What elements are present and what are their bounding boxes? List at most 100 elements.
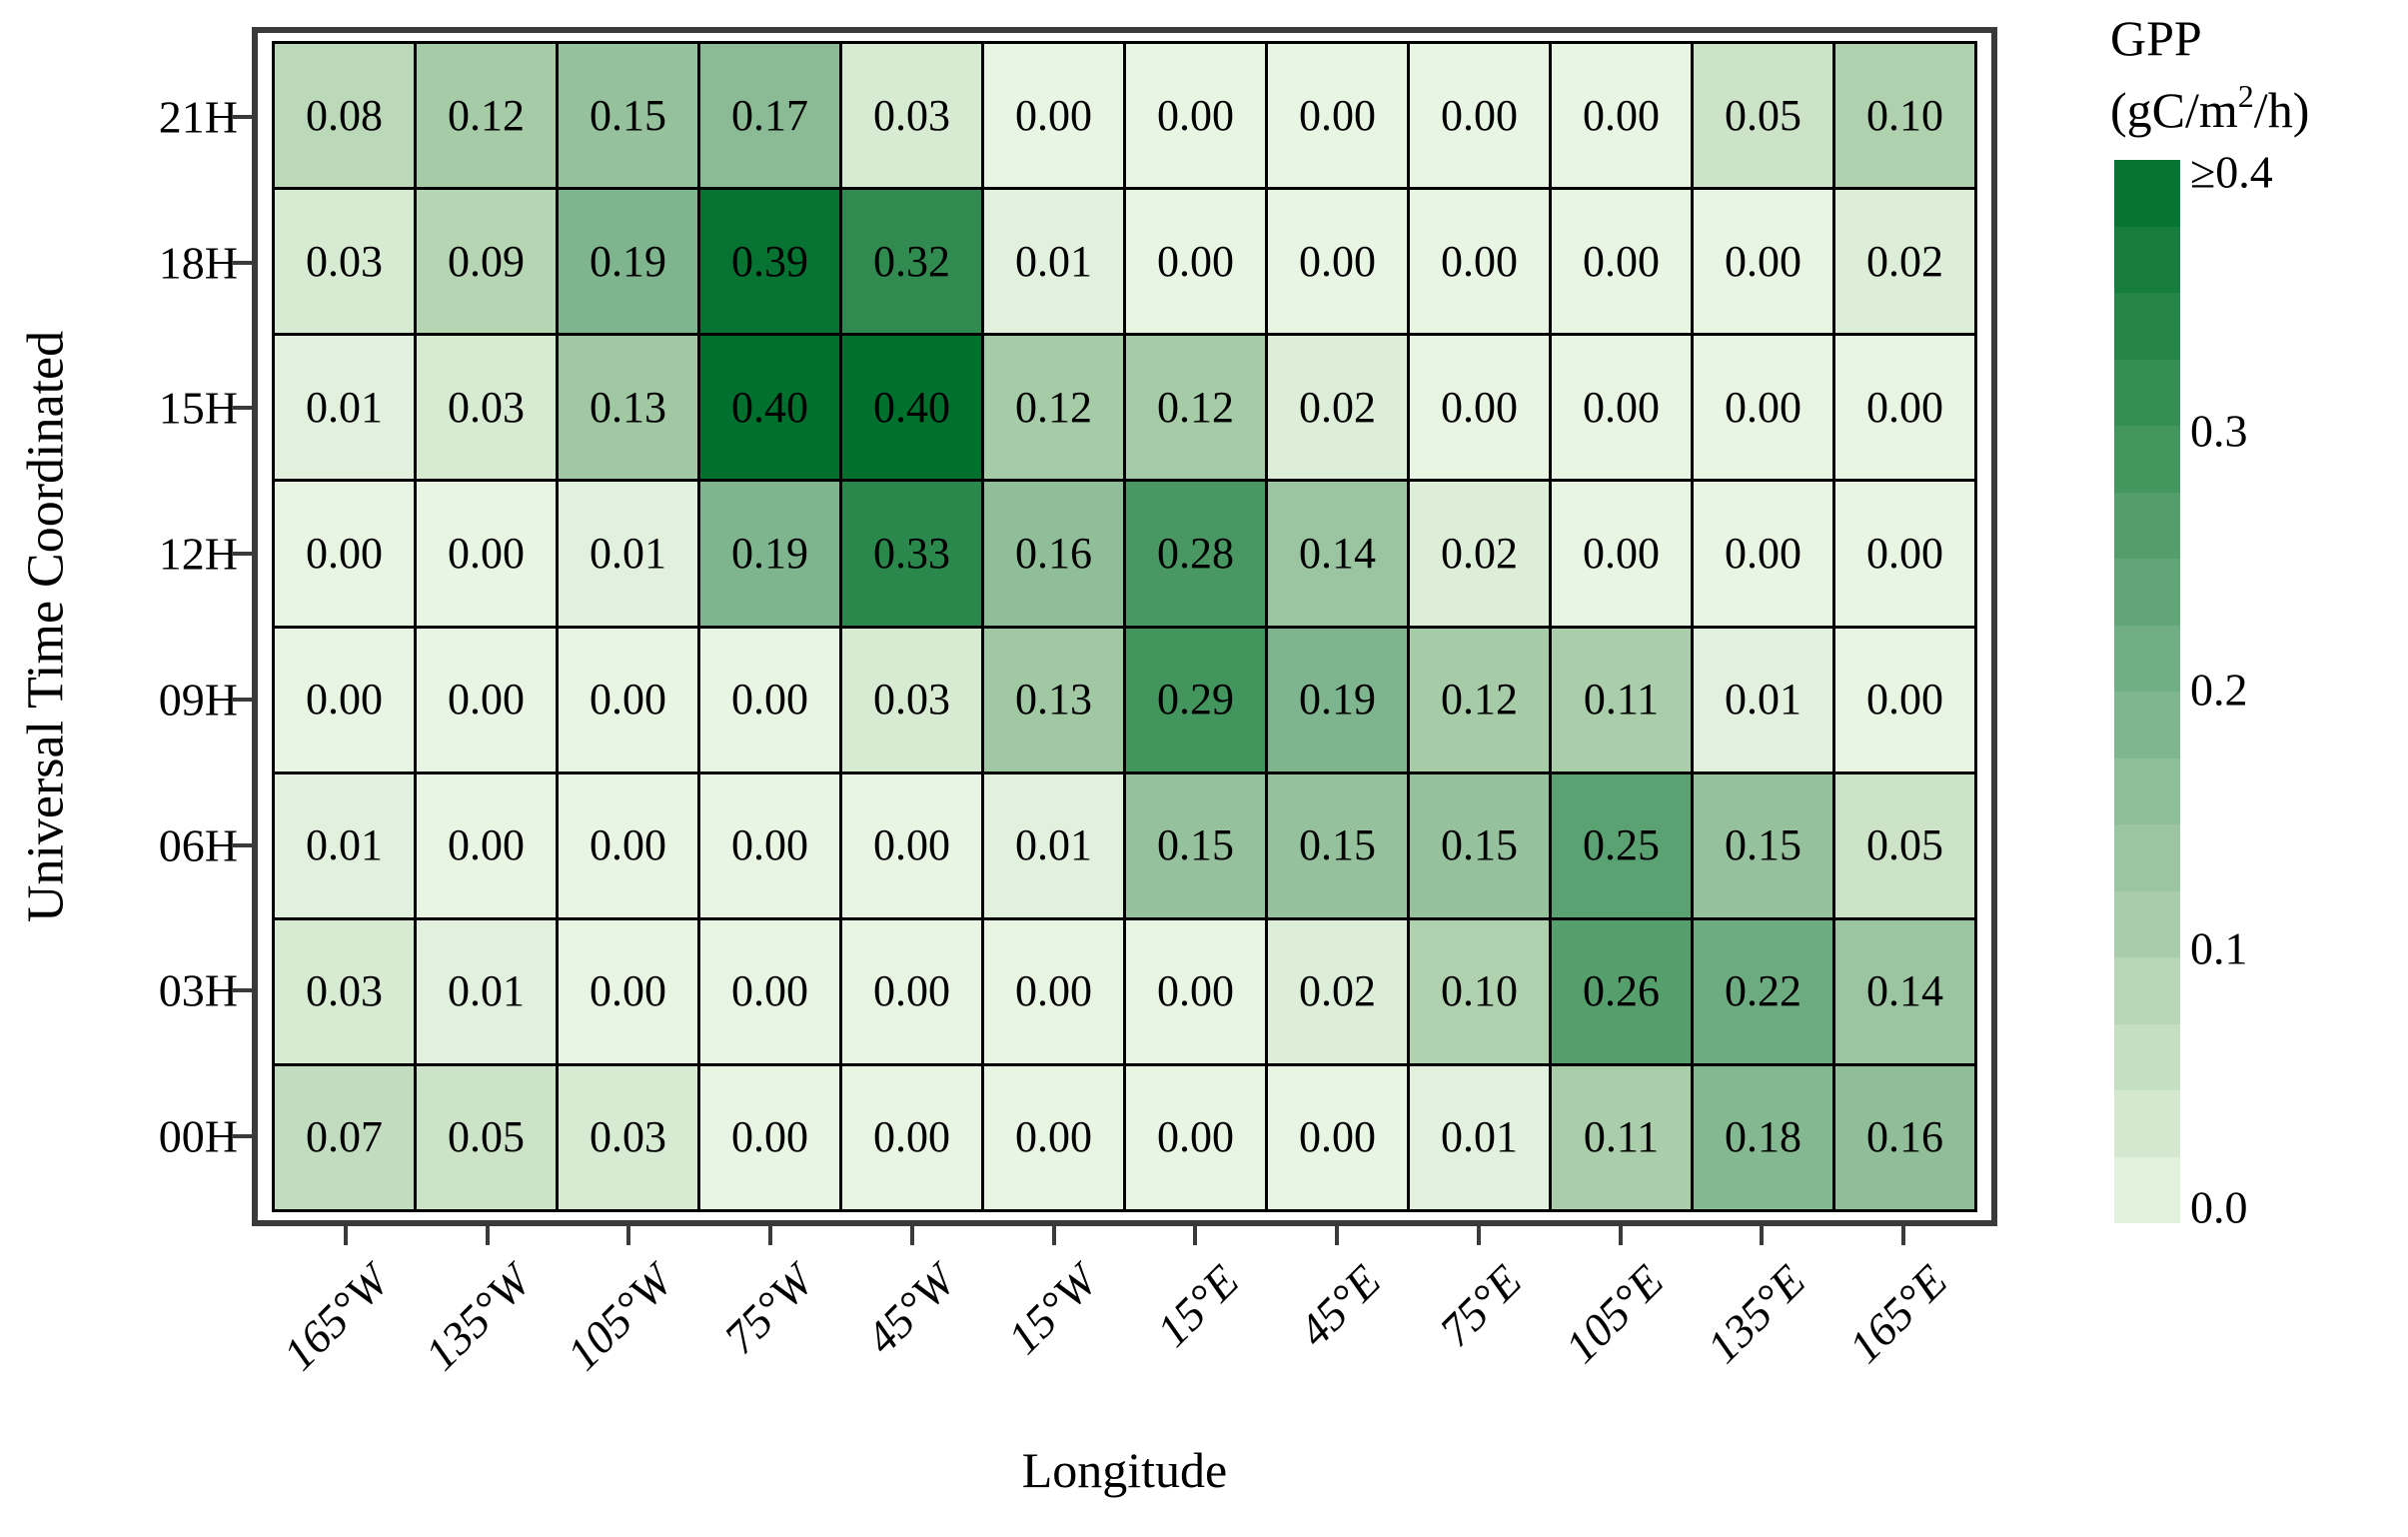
heatmap-cell: 0.22 <box>1694 919 1832 1063</box>
heatmap-cell: 0.01 <box>984 773 1123 917</box>
x-tick-label: 45°E <box>1288 1254 1390 1357</box>
heatmap-cell: 0.00 <box>1552 190 1691 334</box>
heatmap-cell: 0.10 <box>1835 44 1974 188</box>
heatmap-cell: 0.00 <box>1552 336 1691 480</box>
heatmap-cell: 0.15 <box>1268 773 1407 917</box>
heatmap-cell: 0.05 <box>417 1065 556 1209</box>
heatmap-grid: 0.08 0.12 0.15 0.17 0.03 0.00 0.00 0.00 0.00 0.00… <box>272 41 1977 1212</box>
x-tick-label: 135°E <box>1697 1254 1815 1373</box>
x-axis-tick <box>1335 1226 1340 1245</box>
heatmap-cell: 0.03 <box>559 1065 697 1209</box>
x-tick-label: 105°W <box>557 1254 682 1380</box>
heatmap-cell: 0.15 <box>1126 773 1265 917</box>
x-axis-tick <box>485 1226 490 1245</box>
heatmap-cell: 0.01 <box>417 919 556 1063</box>
heatmap-cell: 0.00 <box>700 628 839 771</box>
y-tick-label: 18H <box>158 237 238 289</box>
heatmap-cell: 0.02 <box>1410 482 1549 626</box>
colorbar-step <box>2114 160 2180 227</box>
colorbar <box>2114 160 2180 1223</box>
heatmap-cell: 0.03 <box>842 628 981 771</box>
heatmap-cell: 0.13 <box>559 336 697 480</box>
colorbar-step <box>2114 492 2180 559</box>
heatmap-cell: 0.00 <box>559 919 697 1063</box>
heatmap-cell: 0.02 <box>1835 190 1974 334</box>
heatmap-cell: 0.00 <box>1126 190 1265 334</box>
heatmap-cell: 0.16 <box>1835 1065 1974 1209</box>
heatmap-cell: 0.00 <box>1268 44 1407 188</box>
colorbar-tick-label: 0.0 <box>2190 1181 2248 1233</box>
x-tick-label: 75°W <box>714 1254 823 1364</box>
heatmap-cell: 0.00 <box>1694 336 1832 480</box>
heatmap-cell: 0.28 <box>1126 482 1265 626</box>
heatmap-cell: 0.26 <box>1552 919 1691 1063</box>
colorbar-unit-superscript: 2 <box>2237 78 2254 114</box>
colorbar-step <box>2114 359 2180 426</box>
heatmap-cell: 0.00 <box>700 1065 839 1209</box>
heatmap-cell: 0.05 <box>1694 44 1832 188</box>
heatmap-cell: 0.15 <box>1694 773 1832 917</box>
x-axis-tick <box>1051 1226 1056 1245</box>
heatmap-cell: 0.25 <box>1552 773 1691 917</box>
y-tick-label: 00H <box>158 1110 238 1162</box>
heatmap-cell: 0.03 <box>275 919 414 1063</box>
heatmap-cell: 0.00 <box>417 482 556 626</box>
heatmap-cell: 0.08 <box>275 44 414 188</box>
heatmap-cell: 0.19 <box>559 190 697 334</box>
x-tick-label: 15°E <box>1146 1254 1249 1357</box>
heatmap-cell: 0.14 <box>1835 919 1974 1063</box>
heatmap-cell: 0.19 <box>1268 628 1407 771</box>
colorbar-step <box>2114 890 2180 957</box>
heatmap-cell: 0.00 <box>275 482 414 626</box>
y-tick-label: 09H <box>158 674 238 726</box>
heatmap-cell: 0.01 <box>1694 628 1832 771</box>
y-axis-tick <box>233 552 252 557</box>
heatmap-cell: 0.00 <box>1694 482 1832 626</box>
y-tick-label: 12H <box>158 528 238 580</box>
colorbar-step <box>2114 1156 2180 1223</box>
heatmap-cell: 0.12 <box>984 336 1123 480</box>
x-tick-label: 165°W <box>273 1254 399 1380</box>
heatmap-cell: 0.02 <box>1268 336 1407 480</box>
heatmap-cell: 0.00 <box>984 1065 1123 1209</box>
x-axis-tick <box>626 1226 631 1245</box>
y-axis-tick <box>233 988 252 993</box>
heatmap-cell: 0.00 <box>1835 336 1974 480</box>
colorbar-step <box>2114 824 2180 891</box>
heatmap-cell: 0.40 <box>842 336 981 480</box>
heatmap-cell: 0.01 <box>984 190 1123 334</box>
heatmap-cell: 0.09 <box>417 190 556 334</box>
heatmap-cell: 0.17 <box>700 44 839 188</box>
y-axis-tick <box>233 842 252 847</box>
colorbar-step <box>2114 1090 2180 1157</box>
colorbar-step <box>2114 625 2180 692</box>
heatmap-cell: 0.03 <box>842 44 981 188</box>
heatmap-cell: 0.00 <box>984 44 1123 188</box>
heatmap-cell: 0.13 <box>984 628 1123 771</box>
x-axis-tick <box>1476 1226 1481 1245</box>
y-tick-label: 03H <box>158 964 238 1016</box>
y-tick-label: 06H <box>158 819 238 871</box>
heatmap-cell: 0.11 <box>1552 628 1691 771</box>
heatmap-cell: 0.00 <box>1410 44 1549 188</box>
heatmap-cell: 0.00 <box>984 919 1123 1063</box>
colorbar-step <box>2114 426 2180 493</box>
heatmap-cell: 0.12 <box>1410 628 1549 771</box>
colorbar-tick-label: 0.1 <box>2190 922 2248 974</box>
heatmap-cell: 0.12 <box>1126 336 1265 480</box>
heatmap-cell: 0.00 <box>1126 44 1265 188</box>
heatmap-cell: 0.12 <box>417 44 556 188</box>
heatmap-cell: 0.18 <box>1694 1065 1832 1209</box>
heatmap-cell: 0.15 <box>559 44 697 188</box>
heatmap-cell: 0.00 <box>1268 190 1407 334</box>
heatmap-cell: 0.01 <box>1410 1065 1549 1209</box>
x-axis-tick <box>1193 1226 1198 1245</box>
colorbar-title-name: GPP <box>2110 10 2202 66</box>
heatmap-cell: 0.00 <box>417 773 556 917</box>
y-axis-tick <box>233 697 252 702</box>
heatmap-cell: 0.00 <box>842 773 981 917</box>
y-axis-tick <box>233 114 252 119</box>
heatmap-cell: 0.01 <box>275 336 414 480</box>
heatmap-cell: 0.00 <box>1552 482 1691 626</box>
